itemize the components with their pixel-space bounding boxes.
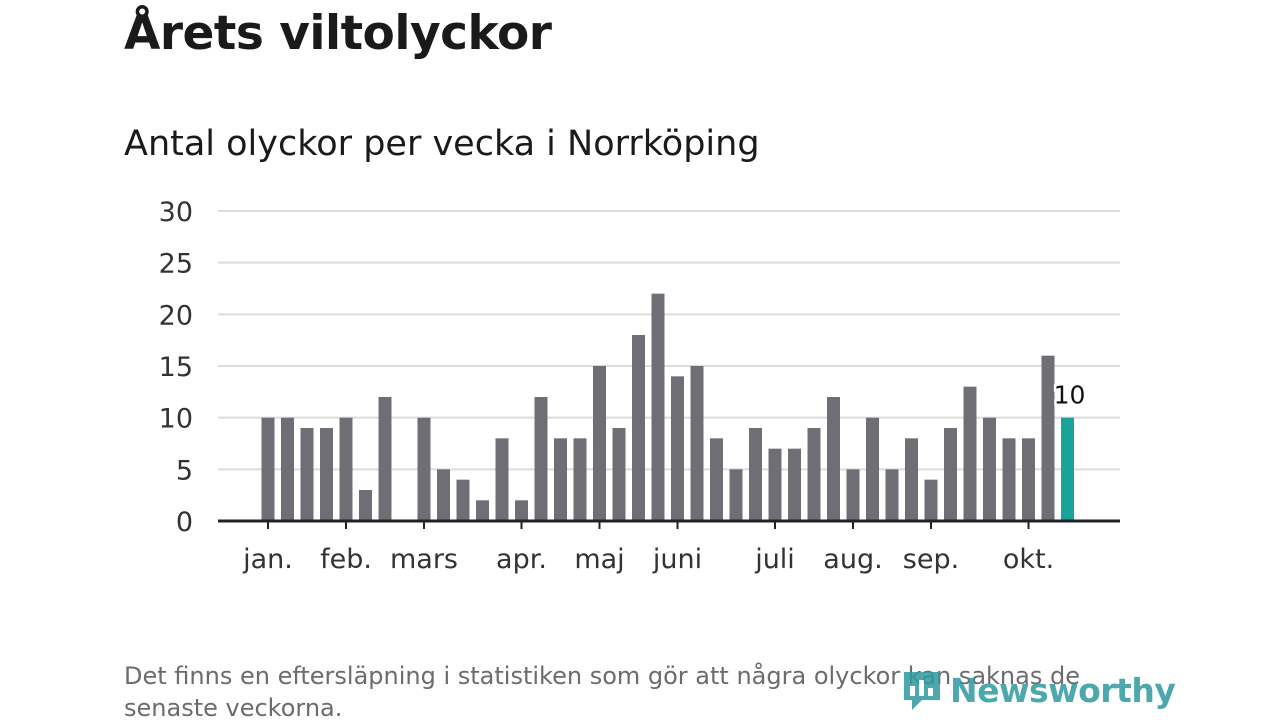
bar (729, 469, 743, 521)
x-month-label: feb. (320, 544, 372, 575)
x-month-label: maj (574, 544, 624, 575)
bar (261, 417, 275, 521)
bar (944, 428, 957, 521)
bar (339, 417, 353, 521)
bar (554, 438, 567, 521)
bar (320, 428, 333, 521)
bar (437, 469, 450, 521)
newsworthy-logo-text: Newsworthy (950, 670, 1176, 710)
highlight-value-label: 10 (1054, 381, 1086, 410)
bar (710, 438, 723, 521)
bar (476, 500, 489, 521)
bar (573, 438, 587, 521)
x-month-label: apr. (496, 544, 547, 575)
x-month-label: mars (390, 544, 458, 575)
bar (983, 417, 996, 521)
bar (905, 438, 918, 521)
x-month-label: sep. (903, 544, 959, 575)
gridlines (218, 210, 1120, 471)
bar (749, 428, 762, 521)
y-tick-label: 20 (159, 300, 193, 331)
x-month-label: jan. (242, 544, 293, 575)
y-axis-ticks: 0 5 10 15 20 25 30 (159, 197, 193, 538)
newsworthy-logo-icon (904, 672, 940, 710)
bar (651, 293, 665, 521)
x-month-label: aug. (823, 544, 882, 575)
newsworthy-logo: Newsworthy (900, 668, 1176, 712)
x-month-label: okt. (1003, 544, 1054, 575)
bar (632, 335, 645, 521)
bar (593, 366, 606, 521)
chart-title: Årets viltolyckor (124, 6, 552, 61)
bar (534, 397, 548, 521)
y-tick-label: 30 (159, 197, 193, 228)
bar-highlight (1061, 417, 1074, 521)
bar (359, 490, 372, 521)
bar (495, 438, 509, 521)
bar (885, 469, 899, 521)
bar (671, 376, 684, 521)
bar (963, 386, 977, 521)
annotations: 10 (1051, 378, 1088, 412)
bar (690, 366, 704, 521)
x-axis-month-labels: jan. feb. mars apr. maj juni juli aug. sep. okt. (242, 544, 1054, 575)
bar (300, 428, 314, 521)
y-tick-label: 0 (176, 507, 193, 538)
bar-chart: 0 5 10 15 20 25 30 jan. feb. mars apr. maj juni juli… (159, 197, 1120, 575)
bar (866, 417, 879, 521)
bar (281, 417, 294, 521)
bar (827, 397, 840, 521)
bar (807, 428, 821, 521)
y-tick-label: 15 (159, 352, 193, 383)
bar (788, 448, 801, 521)
chart-subtitle: Antal olyckor per vecka i Norrköping (124, 124, 760, 164)
bar (456, 479, 470, 521)
bar (417, 417, 431, 521)
y-tick-label: 5 (176, 455, 193, 486)
bar (846, 469, 860, 521)
bar (612, 428, 626, 521)
bar (1022, 438, 1035, 521)
bar (1002, 438, 1016, 521)
y-tick-label: 25 (159, 249, 193, 280)
y-tick-label: 10 (159, 404, 193, 435)
x-month-label: juli (754, 544, 795, 575)
bar (515, 500, 528, 521)
bar (924, 479, 938, 521)
bars (261, 293, 1074, 521)
x-axis (218, 519, 1120, 529)
x-month-label: juni (652, 544, 702, 575)
bar (378, 397, 392, 521)
bar (1041, 355, 1055, 521)
bar (768, 448, 782, 521)
